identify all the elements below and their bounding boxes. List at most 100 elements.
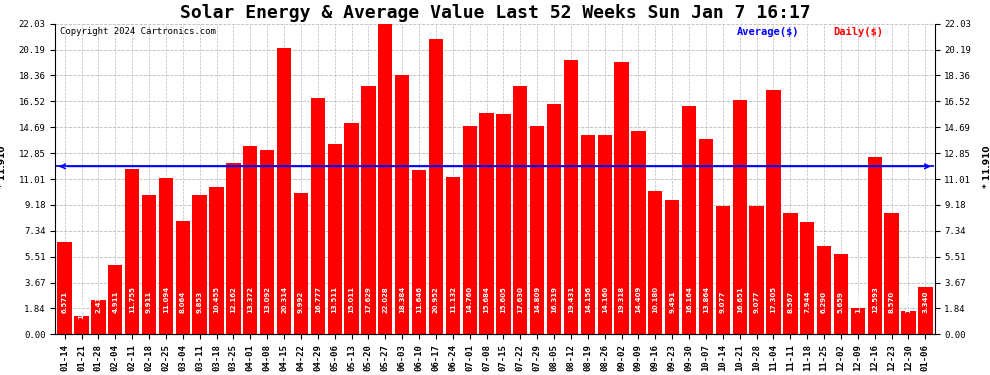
Bar <box>766 90 781 334</box>
Text: 15.684: 15.684 <box>483 286 490 313</box>
Bar <box>581 135 595 334</box>
Bar <box>749 206 763 334</box>
Text: 12.162: 12.162 <box>231 286 237 313</box>
Bar <box>158 178 173 334</box>
Text: 1.293: 1.293 <box>78 297 84 319</box>
Text: 17.305: 17.305 <box>770 286 776 313</box>
Text: 15.011: 15.011 <box>348 286 354 313</box>
Bar <box>783 213 798 334</box>
Bar <box>716 206 730 334</box>
Text: 7.944: 7.944 <box>804 291 810 313</box>
Text: 22.028: 22.028 <box>382 286 388 313</box>
Text: 4.911: 4.911 <box>112 291 118 313</box>
Text: 5.659: 5.659 <box>838 291 843 313</box>
Text: 2.416: 2.416 <box>95 291 101 313</box>
Text: 14.760: 14.760 <box>466 286 472 313</box>
Text: 13.372: 13.372 <box>248 286 253 313</box>
Text: 11.646: 11.646 <box>416 286 422 313</box>
Text: Daily($): Daily($) <box>834 27 883 37</box>
Bar <box>496 114 511 334</box>
Bar <box>91 300 106 334</box>
Text: * 11.910: * 11.910 <box>0 145 7 188</box>
Bar <box>142 195 156 334</box>
Bar <box>699 139 713 334</box>
Bar <box>598 135 612 334</box>
Bar <box>733 99 746 334</box>
Text: 14.160: 14.160 <box>602 286 608 313</box>
Text: 16.319: 16.319 <box>551 286 557 313</box>
Text: 17.630: 17.630 <box>518 286 524 313</box>
Bar <box>850 308 865 334</box>
Text: 9.911: 9.911 <box>147 291 152 313</box>
Bar <box>244 146 257 334</box>
Bar <box>800 222 815 334</box>
Text: 20.314: 20.314 <box>281 286 287 313</box>
Text: Average($): Average($) <box>737 27 799 37</box>
Bar <box>311 98 325 334</box>
Text: 13.511: 13.511 <box>332 286 338 313</box>
Text: 1.880: 1.880 <box>854 291 861 313</box>
Text: 16.164: 16.164 <box>686 286 692 313</box>
Bar <box>834 255 848 334</box>
Text: 8.570: 8.570 <box>889 291 895 313</box>
Bar <box>108 265 123 334</box>
Bar <box>918 287 933 334</box>
Bar <box>125 168 140 334</box>
Text: 16.651: 16.651 <box>737 286 742 313</box>
Bar <box>563 60 578 334</box>
Bar <box>513 86 528 334</box>
Text: 17.629: 17.629 <box>365 286 371 313</box>
Bar <box>175 220 190 334</box>
Text: 14.809: 14.809 <box>535 286 541 313</box>
Bar <box>479 113 494 334</box>
Text: 16.777: 16.777 <box>315 286 321 313</box>
Bar <box>57 242 72 334</box>
Text: 14.156: 14.156 <box>585 286 591 313</box>
Bar <box>209 187 224 334</box>
Text: 13.092: 13.092 <box>264 286 270 313</box>
Text: 11.094: 11.094 <box>163 286 169 313</box>
Bar <box>462 126 477 334</box>
Text: 9.992: 9.992 <box>298 291 304 313</box>
Text: 19.318: 19.318 <box>619 286 625 313</box>
Text: 9.853: 9.853 <box>197 291 203 313</box>
Text: 14.409: 14.409 <box>636 286 642 313</box>
Text: 15.605: 15.605 <box>500 286 507 313</box>
Bar <box>412 170 427 334</box>
Bar <box>901 310 916 334</box>
Text: 3.340: 3.340 <box>923 291 929 313</box>
Bar <box>632 131 645 334</box>
Bar <box>378 24 392 334</box>
Bar <box>446 177 460 334</box>
Bar <box>328 144 342 334</box>
Text: * 11.910: * 11.910 <box>983 145 990 188</box>
Text: 10.455: 10.455 <box>214 286 220 313</box>
Bar <box>345 123 358 334</box>
Text: 1.680: 1.680 <box>906 291 912 314</box>
Bar <box>665 201 679 334</box>
Text: 19.431: 19.431 <box>568 286 574 313</box>
Text: 8.064: 8.064 <box>180 291 186 313</box>
Bar <box>192 195 207 334</box>
Title: Solar Energy & Average Value Last 52 Weeks Sun Jan 7 16:17: Solar Energy & Average Value Last 52 Wee… <box>179 4 811 22</box>
Text: 9.491: 9.491 <box>669 291 675 313</box>
Bar <box>884 213 899 334</box>
Bar <box>361 86 375 334</box>
Text: 6.571: 6.571 <box>61 291 67 313</box>
Text: 13.864: 13.864 <box>703 286 709 313</box>
Text: 18.384: 18.384 <box>399 286 405 313</box>
Text: 10.180: 10.180 <box>652 286 658 313</box>
Text: 20.952: 20.952 <box>433 286 439 313</box>
Text: 12.593: 12.593 <box>872 286 878 313</box>
Bar <box>867 157 882 334</box>
Bar <box>260 150 274 334</box>
Bar <box>546 104 561 334</box>
Bar <box>227 163 241 334</box>
Bar <box>395 75 409 334</box>
Bar <box>648 191 662 334</box>
Bar <box>615 62 629 334</box>
Bar <box>429 39 444 334</box>
Text: 8.567: 8.567 <box>787 291 793 313</box>
Text: Copyright 2024 Cartronics.com: Copyright 2024 Cartronics.com <box>59 27 216 36</box>
Text: 9.077: 9.077 <box>753 291 759 313</box>
